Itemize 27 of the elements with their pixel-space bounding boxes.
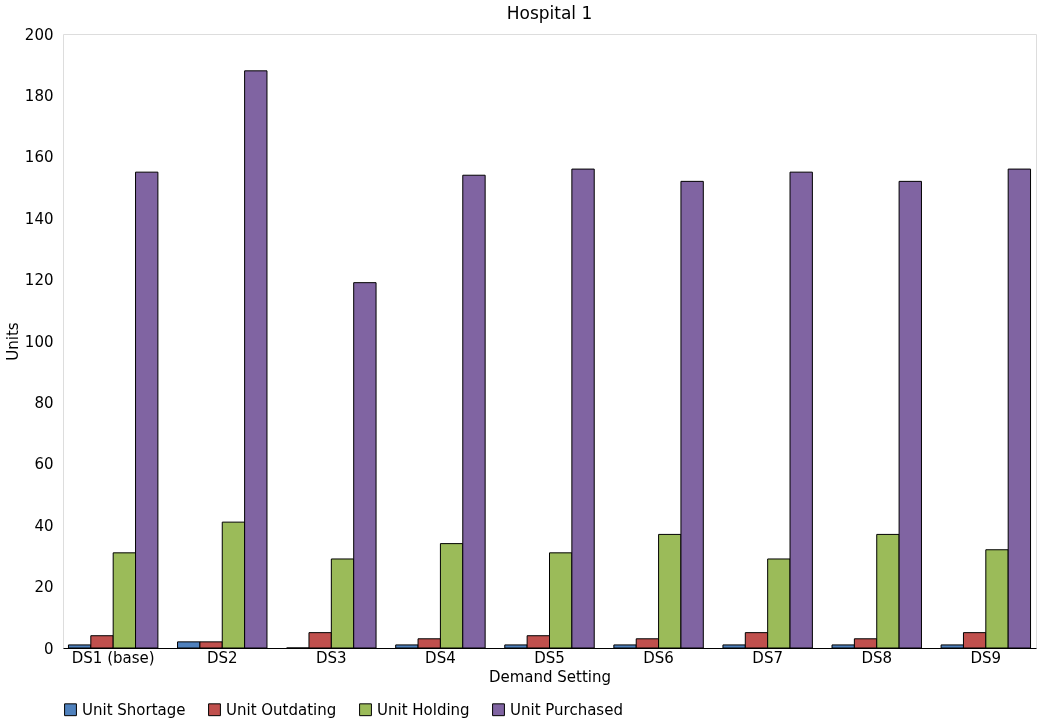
x-tick-label: DS5	[534, 648, 565, 667]
x-tick-label: DS7	[752, 648, 783, 667]
legend-label: Unit Purchased	[510, 700, 623, 719]
legend-label: Unit Outdating	[226, 700, 337, 719]
y-tick-label: 40	[34, 516, 54, 535]
y-tick-label: 180	[24, 86, 54, 105]
y-tick-label: 0	[43, 639, 54, 658]
x-tick-label: DS2	[206, 648, 238, 667]
legend-label: Unit Holding	[377, 700, 470, 719]
y-tick-label: 140	[24, 209, 54, 228]
y-tick-label: 200	[24, 25, 54, 44]
x-tick-label: DS9	[970, 648, 1002, 667]
y-tick-label: 120	[24, 271, 54, 290]
x-tick-label: DS4	[425, 648, 456, 667]
y-tick-label: 80	[34, 393, 54, 412]
y-tick-label: 100	[24, 332, 54, 351]
y-tick-label: 160	[24, 148, 54, 167]
y-axis-title: Units	[3, 322, 22, 361]
x-tick-label: DS3	[316, 648, 347, 667]
y-tick-label: 60	[34, 455, 54, 474]
x-axis-title: Demand Setting	[488, 667, 612, 686]
x-tick-label: DS1 (base)	[71, 648, 155, 667]
x-tick-label: DS6	[643, 648, 674, 667]
x-tick-label: DS8	[861, 648, 893, 667]
chart-title: Hospital 1	[506, 3, 593, 23]
y-tick-label: 20	[34, 578, 54, 597]
legend-label: Unit Shortage	[82, 700, 186, 719]
